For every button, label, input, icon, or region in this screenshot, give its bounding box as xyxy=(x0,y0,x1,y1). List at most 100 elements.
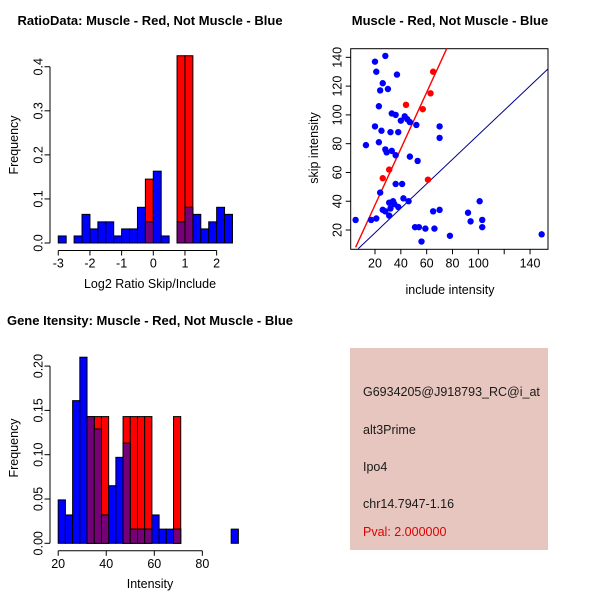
y-tick-label: 120 xyxy=(331,76,345,97)
blue-data-point xyxy=(386,212,393,219)
overlap-hist-bar xyxy=(122,442,131,544)
blue-hist-bar xyxy=(192,213,202,244)
blue-hist-bar xyxy=(73,235,83,244)
red-hist-bar xyxy=(136,416,146,544)
overlap-hist-bar xyxy=(176,221,186,244)
blue-data-point xyxy=(387,128,394,136)
y-tick-label: 0.00 xyxy=(32,531,46,555)
y-tick-label: 0.10 xyxy=(32,442,46,466)
blue-data-point xyxy=(371,123,379,130)
blue-data-point xyxy=(392,151,399,159)
blue-data-point xyxy=(406,118,414,126)
x-tick-label: 80 xyxy=(446,256,460,270)
blue-hist-bar xyxy=(151,514,160,544)
y-tick-label: 0.4 xyxy=(32,58,46,75)
x-tick-label: -3 xyxy=(53,257,64,271)
blue-data-point xyxy=(376,87,384,94)
gene-info-box: G6934205@J918793_RC@i_at alt3Prime Ipo4 … xyxy=(350,348,548,550)
gene-intensity-histogram-xlabel: Intensity xyxy=(126,577,174,591)
blue-data-point xyxy=(413,121,420,129)
red-data-point xyxy=(429,68,437,75)
blue-data-point xyxy=(400,195,407,202)
x-tick-label: 2 xyxy=(213,257,220,271)
blue-data-point xyxy=(371,58,379,65)
x-tick-label: 60 xyxy=(420,256,434,270)
y-tick-label: 20 xyxy=(331,223,345,237)
x-tick-label: -2 xyxy=(84,257,95,271)
x-tick-label: 60 xyxy=(147,557,161,571)
blue-data-point xyxy=(411,223,419,231)
red-hist-bar xyxy=(129,416,138,544)
x-tick-label: 0 xyxy=(150,257,157,271)
blue-hist-bar xyxy=(81,213,91,244)
x-tick-label: 40 xyxy=(99,557,113,571)
blue-data-point xyxy=(464,209,472,216)
y-tick-label: 0.2 xyxy=(32,146,46,163)
ratio-histogram-title: RatioData: Muscle - Red, Not Muscle - Bl… xyxy=(17,13,283,28)
blue-hist-bar xyxy=(160,235,170,244)
blue-data-point xyxy=(393,71,401,78)
x-tick-label: 20 xyxy=(368,256,382,270)
x-tick-label: 40 xyxy=(394,256,408,270)
blue-data-point xyxy=(367,216,375,224)
blue-data-point xyxy=(414,157,421,165)
blue-data-point xyxy=(467,218,474,225)
blue-data-point xyxy=(479,216,486,224)
intensity-scatter-xlabel: include intensity xyxy=(405,283,495,297)
blue-data-point xyxy=(431,225,438,232)
blue-hist-bar xyxy=(72,400,81,544)
red-hist-bar xyxy=(144,416,153,544)
blue-hist-bar xyxy=(165,528,175,544)
overlap-hist-bar xyxy=(184,206,194,244)
blue-hist-bar xyxy=(64,514,74,544)
x-tick-label: 100 xyxy=(468,256,489,270)
red-data-point xyxy=(386,166,393,173)
blue-data-point xyxy=(382,208,389,215)
y-tick-label: 0.0 xyxy=(32,234,46,251)
blue-hist-bar xyxy=(208,221,218,244)
regression-line-red xyxy=(354,48,448,248)
y-tick-label: 60 xyxy=(331,165,345,179)
splice-type-text: alt3Prime xyxy=(363,423,416,437)
blue-data-point xyxy=(398,180,406,188)
blue-data-point xyxy=(376,189,384,196)
blue-hist-bar xyxy=(57,499,66,544)
red-hist-bar xyxy=(176,55,186,244)
blue-hist-bar xyxy=(230,528,239,544)
overlap-hist-bar xyxy=(144,528,153,544)
blue-hist-bar xyxy=(105,221,115,244)
reference-line-blue xyxy=(357,68,549,250)
x-tick-label: 20 xyxy=(51,557,65,571)
blue-data-point xyxy=(446,232,454,239)
blue-data-point xyxy=(436,134,443,142)
blue-data-point xyxy=(436,123,443,130)
y-tick-label: 0.1 xyxy=(32,190,46,207)
blue-data-point xyxy=(422,225,429,232)
blue-data-point xyxy=(406,153,414,160)
blue-data-point xyxy=(418,238,425,245)
chromosome-location-text: chr14.7947-1.16 xyxy=(363,497,455,511)
ratio-histogram-xlabel: Log2 Ratio Skip/Include xyxy=(83,277,217,291)
x-tick-label: -1 xyxy=(116,257,127,271)
red-data-point xyxy=(402,101,410,109)
red-data-point xyxy=(379,175,386,182)
gene-intensity-histogram-title: Gene Itensity: Muscle - Red, Not Muscle … xyxy=(6,313,294,328)
intensity-scatter-chart: 20 40 60 80 100 140 20 40 60 80 100 120 140 xyxy=(331,47,549,270)
blue-hist-bar xyxy=(121,228,131,244)
blue-data-point xyxy=(383,149,390,156)
gene-name-text: Ipo4 xyxy=(363,460,388,474)
intensity-scatter-panel: Muscle - Red, Not Muscle - Blue skip int… xyxy=(300,0,600,300)
blue-data-point xyxy=(378,127,385,134)
blue-data-point xyxy=(379,80,386,87)
blue-data-point xyxy=(375,139,383,146)
pval-text: Pval: 2.000000 xyxy=(363,525,447,539)
blue-data-point xyxy=(384,85,392,93)
gene-intensity-histogram-chart: 20 40 60 80 0.00 0.05 0.10 0.15 0.20 xyxy=(32,354,239,571)
y-tick-label: 0.05 xyxy=(32,487,46,511)
blue-data-point xyxy=(395,128,402,136)
plot-box xyxy=(350,48,549,250)
blue-data-point xyxy=(395,203,402,211)
overlap-hist-bar xyxy=(136,528,146,544)
x-tick-label: 140 xyxy=(520,256,541,270)
red-hist-bar xyxy=(173,416,182,544)
